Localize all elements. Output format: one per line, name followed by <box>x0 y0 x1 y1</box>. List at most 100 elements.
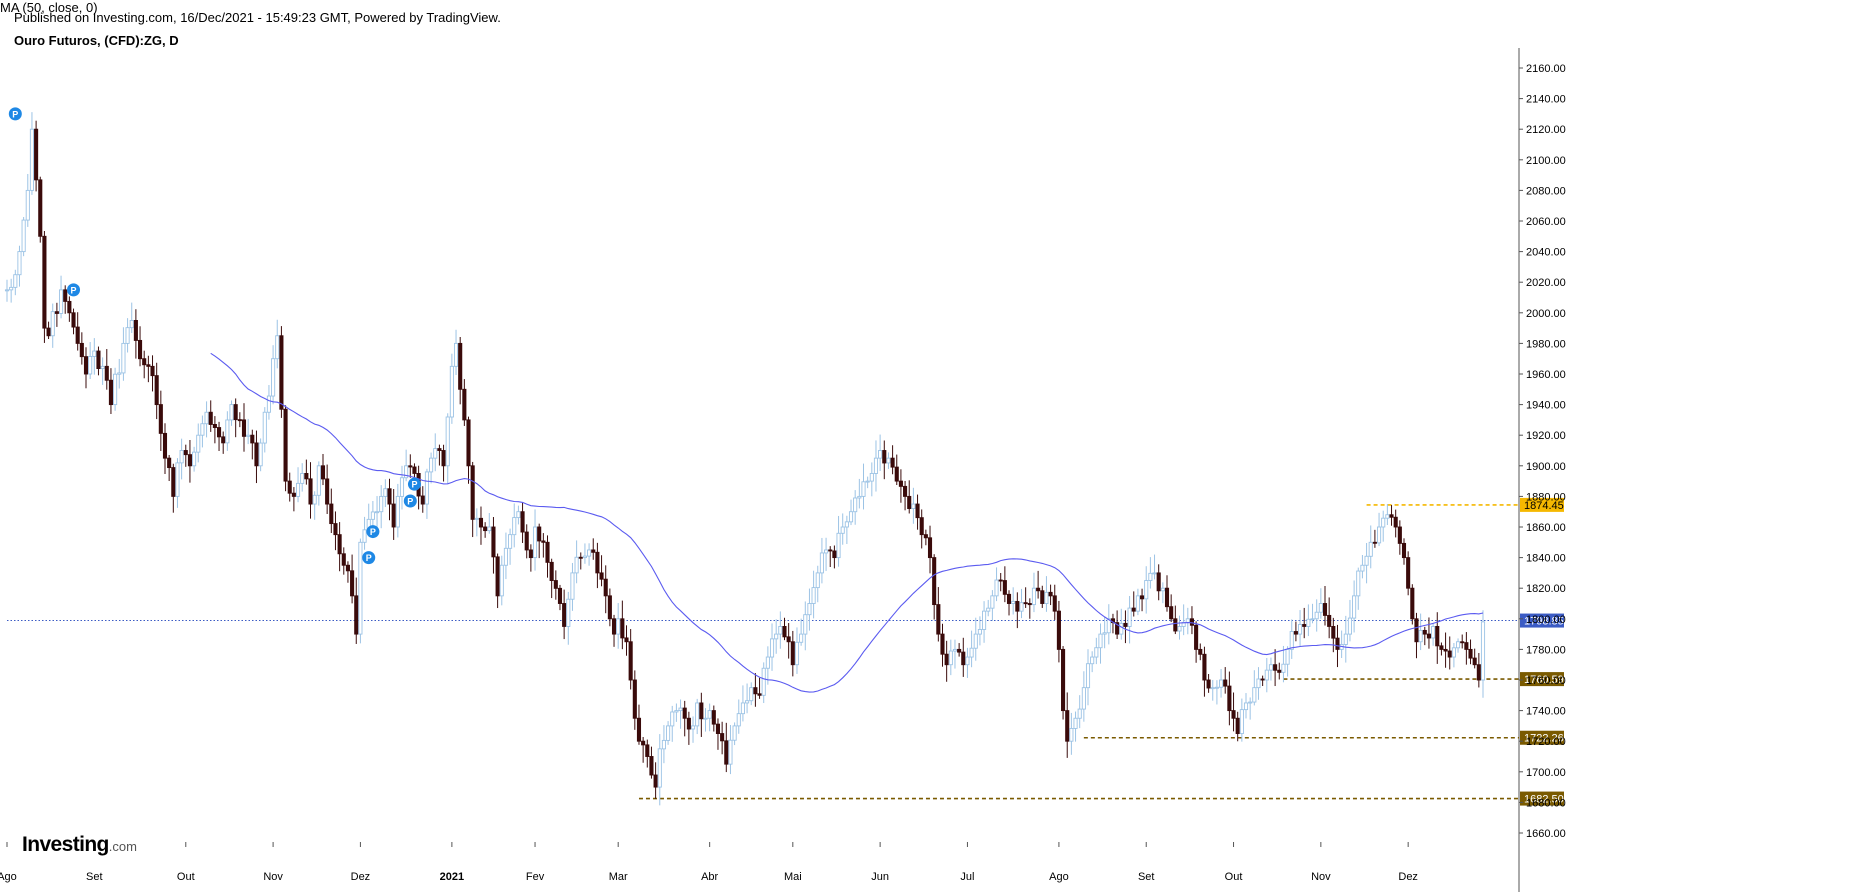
candle-body <box>678 707 683 712</box>
candle-body <box>711 710 716 725</box>
candle <box>1148 557 1153 589</box>
candle <box>832 545 837 569</box>
candle-body <box>212 424 217 429</box>
y-tick-label: 1800.00 <box>1526 614 1566 626</box>
candle-body <box>300 473 305 484</box>
candle <box>674 703 679 722</box>
candle-body <box>1414 618 1419 643</box>
candle-body <box>1260 678 1265 681</box>
candle <box>316 461 321 506</box>
indicator-label[interactable]: MA (50, close, 0) <box>0 0 98 15</box>
candle-body <box>1119 622 1124 635</box>
candle <box>1435 612 1440 664</box>
published-info: Published on Investing.com, 16/Dec/2021 … <box>14 10 501 25</box>
event-marker-label: P <box>366 553 372 563</box>
candle-body <box>1401 542 1407 559</box>
candle-body <box>387 488 392 505</box>
candle-body <box>641 740 646 746</box>
event-marker[interactable]: P <box>366 525 380 539</box>
candle <box>1248 697 1253 720</box>
candle <box>117 358 122 389</box>
candle-body <box>686 717 691 730</box>
candle <box>1027 598 1032 619</box>
candle <box>1314 599 1319 632</box>
candle-body <box>1027 603 1032 606</box>
candle-body <box>1036 587 1041 592</box>
candle-body <box>383 488 388 497</box>
time-axis[interactable]: Ago Set Out Nov Dez 2021 Fev Mar Abr Mai Jun Jul Ago… <box>0 842 1418 883</box>
candle-body <box>283 408 288 482</box>
candle-body <box>611 618 617 635</box>
candlesticks <box>4 112 1486 806</box>
candle <box>857 478 862 509</box>
candle <box>982 601 987 643</box>
candle <box>503 532 508 580</box>
candle <box>121 327 126 381</box>
price-axis[interactable]: 2160.00 2140.00 2120.00 2100.00 2080.00 2060.… <box>1519 63 1566 840</box>
candle-body <box>1426 633 1431 639</box>
candle <box>749 682 754 706</box>
candle <box>1243 693 1249 719</box>
candle-body <box>1243 702 1249 711</box>
candle <box>441 444 446 482</box>
event-marker[interactable]: P <box>403 494 417 508</box>
candle <box>736 699 741 734</box>
y-tick-label: 1880.00 <box>1526 491 1566 503</box>
candle <box>570 562 575 611</box>
candle-body <box>21 219 26 253</box>
candle <box>1102 616 1107 649</box>
candle-body <box>907 495 912 509</box>
y-tick-label: 2100.00 <box>1526 155 1566 167</box>
event-marker[interactable]: P <box>362 551 376 565</box>
candle <box>34 120 39 192</box>
event-marker[interactable]: P <box>407 477 421 491</box>
y-tick-label: 2040.00 <box>1526 247 1566 259</box>
candle-body <box>1331 626 1336 639</box>
candle-body <box>196 434 201 453</box>
candle <box>1310 603 1315 624</box>
candle <box>1160 582 1165 604</box>
candle-body <box>695 702 700 727</box>
candle <box>761 662 766 704</box>
candle <box>1052 584 1057 620</box>
candle-body <box>532 526 538 559</box>
candle-body <box>815 572 820 589</box>
candle <box>462 379 467 426</box>
candle <box>740 685 745 722</box>
candle <box>844 515 849 544</box>
candle-body <box>1464 642 1469 650</box>
candle <box>325 464 330 514</box>
event-marker[interactable]: P <box>67 283 81 297</box>
x-tick-label: Fev <box>526 871 545 883</box>
candle-body <box>441 450 446 467</box>
candle-body <box>1106 618 1111 634</box>
y-tick-label: 1840.00 <box>1526 553 1566 565</box>
candle-body <box>919 517 924 536</box>
candle-body <box>661 739 666 750</box>
candle-body <box>803 614 808 635</box>
candle-body <box>582 555 587 559</box>
last-price-value: 1798.85 <box>1524 616 1564 628</box>
candle <box>1360 555 1365 579</box>
candle-body <box>595 551 600 574</box>
candle <box>1081 671 1086 722</box>
candle <box>815 565 820 603</box>
candle <box>1401 538 1407 565</box>
candle-body <box>566 598 571 627</box>
candle <box>666 721 671 745</box>
candle-body <box>1219 679 1224 688</box>
candle-body <box>757 693 762 696</box>
event-marker[interactable]: P <box>8 107 22 121</box>
candle <box>528 544 533 572</box>
candle <box>591 538 596 560</box>
candle-body <box>1094 647 1099 658</box>
candle-body <box>1472 657 1477 666</box>
candle-body <box>861 481 866 497</box>
candle-body <box>524 531 529 551</box>
candle-body <box>1210 687 1215 690</box>
candle <box>154 362 159 420</box>
candle-body <box>824 549 829 554</box>
candle-body <box>1306 618 1311 627</box>
